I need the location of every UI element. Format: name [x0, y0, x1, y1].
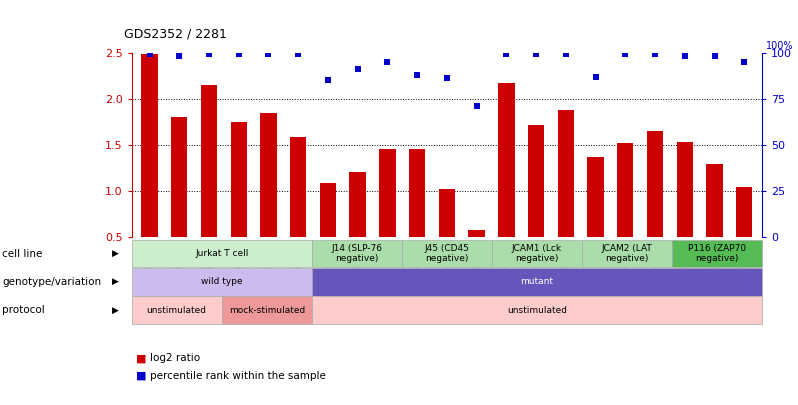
Text: unstimulated: unstimulated	[507, 306, 567, 315]
Bar	[498, 83, 515, 237]
Text: genotype/variation: genotype/variation	[2, 277, 101, 287]
Bar	[587, 157, 604, 237]
Bar	[290, 137, 306, 237]
Bar	[677, 142, 693, 237]
Text: wild type: wild type	[201, 277, 243, 286]
Text: J14 (SLP-76
negative): J14 (SLP-76 negative)	[331, 244, 382, 263]
Bar	[141, 55, 158, 237]
Text: percentile rank within the sample: percentile rank within the sample	[150, 371, 326, 381]
Bar	[260, 113, 277, 237]
Bar	[439, 189, 455, 237]
Bar	[409, 149, 425, 237]
Text: P116 (ZAP70
negative): P116 (ZAP70 negative)	[688, 244, 746, 263]
Text: ■: ■	[136, 354, 146, 363]
Bar	[528, 124, 544, 237]
Text: log2 ratio: log2 ratio	[150, 354, 200, 363]
Bar	[231, 122, 247, 237]
Bar	[558, 110, 574, 237]
Bar	[171, 117, 188, 237]
Text: GDS2352 / 2281: GDS2352 / 2281	[124, 28, 227, 40]
Text: ▶: ▶	[113, 306, 119, 315]
Bar	[201, 85, 217, 237]
Bar	[379, 149, 396, 237]
Text: ■: ■	[136, 371, 146, 381]
Bar	[736, 187, 753, 237]
Bar	[647, 131, 663, 237]
Bar	[320, 183, 336, 237]
Text: protocol: protocol	[2, 305, 45, 315]
Bar	[706, 164, 723, 237]
Text: JCAM2 (LAT
negative): JCAM2 (LAT negative)	[602, 244, 653, 263]
Bar	[468, 230, 485, 237]
Bar	[617, 143, 634, 237]
Bar	[350, 171, 365, 237]
Text: mock-stimulated: mock-stimulated	[229, 306, 305, 315]
Text: Jurkat T cell: Jurkat T cell	[195, 249, 248, 258]
Text: ▶: ▶	[113, 277, 119, 286]
Text: mutant: mutant	[520, 277, 554, 286]
Text: ▶: ▶	[113, 249, 119, 258]
Text: J45 (CD45
negative): J45 (CD45 negative)	[425, 244, 469, 263]
Text: cell line: cell line	[2, 249, 43, 258]
Text: 100%: 100%	[766, 40, 793, 51]
Text: JCAM1 (Lck
negative): JCAM1 (Lck negative)	[512, 244, 562, 263]
Text: unstimulated: unstimulated	[147, 306, 207, 315]
